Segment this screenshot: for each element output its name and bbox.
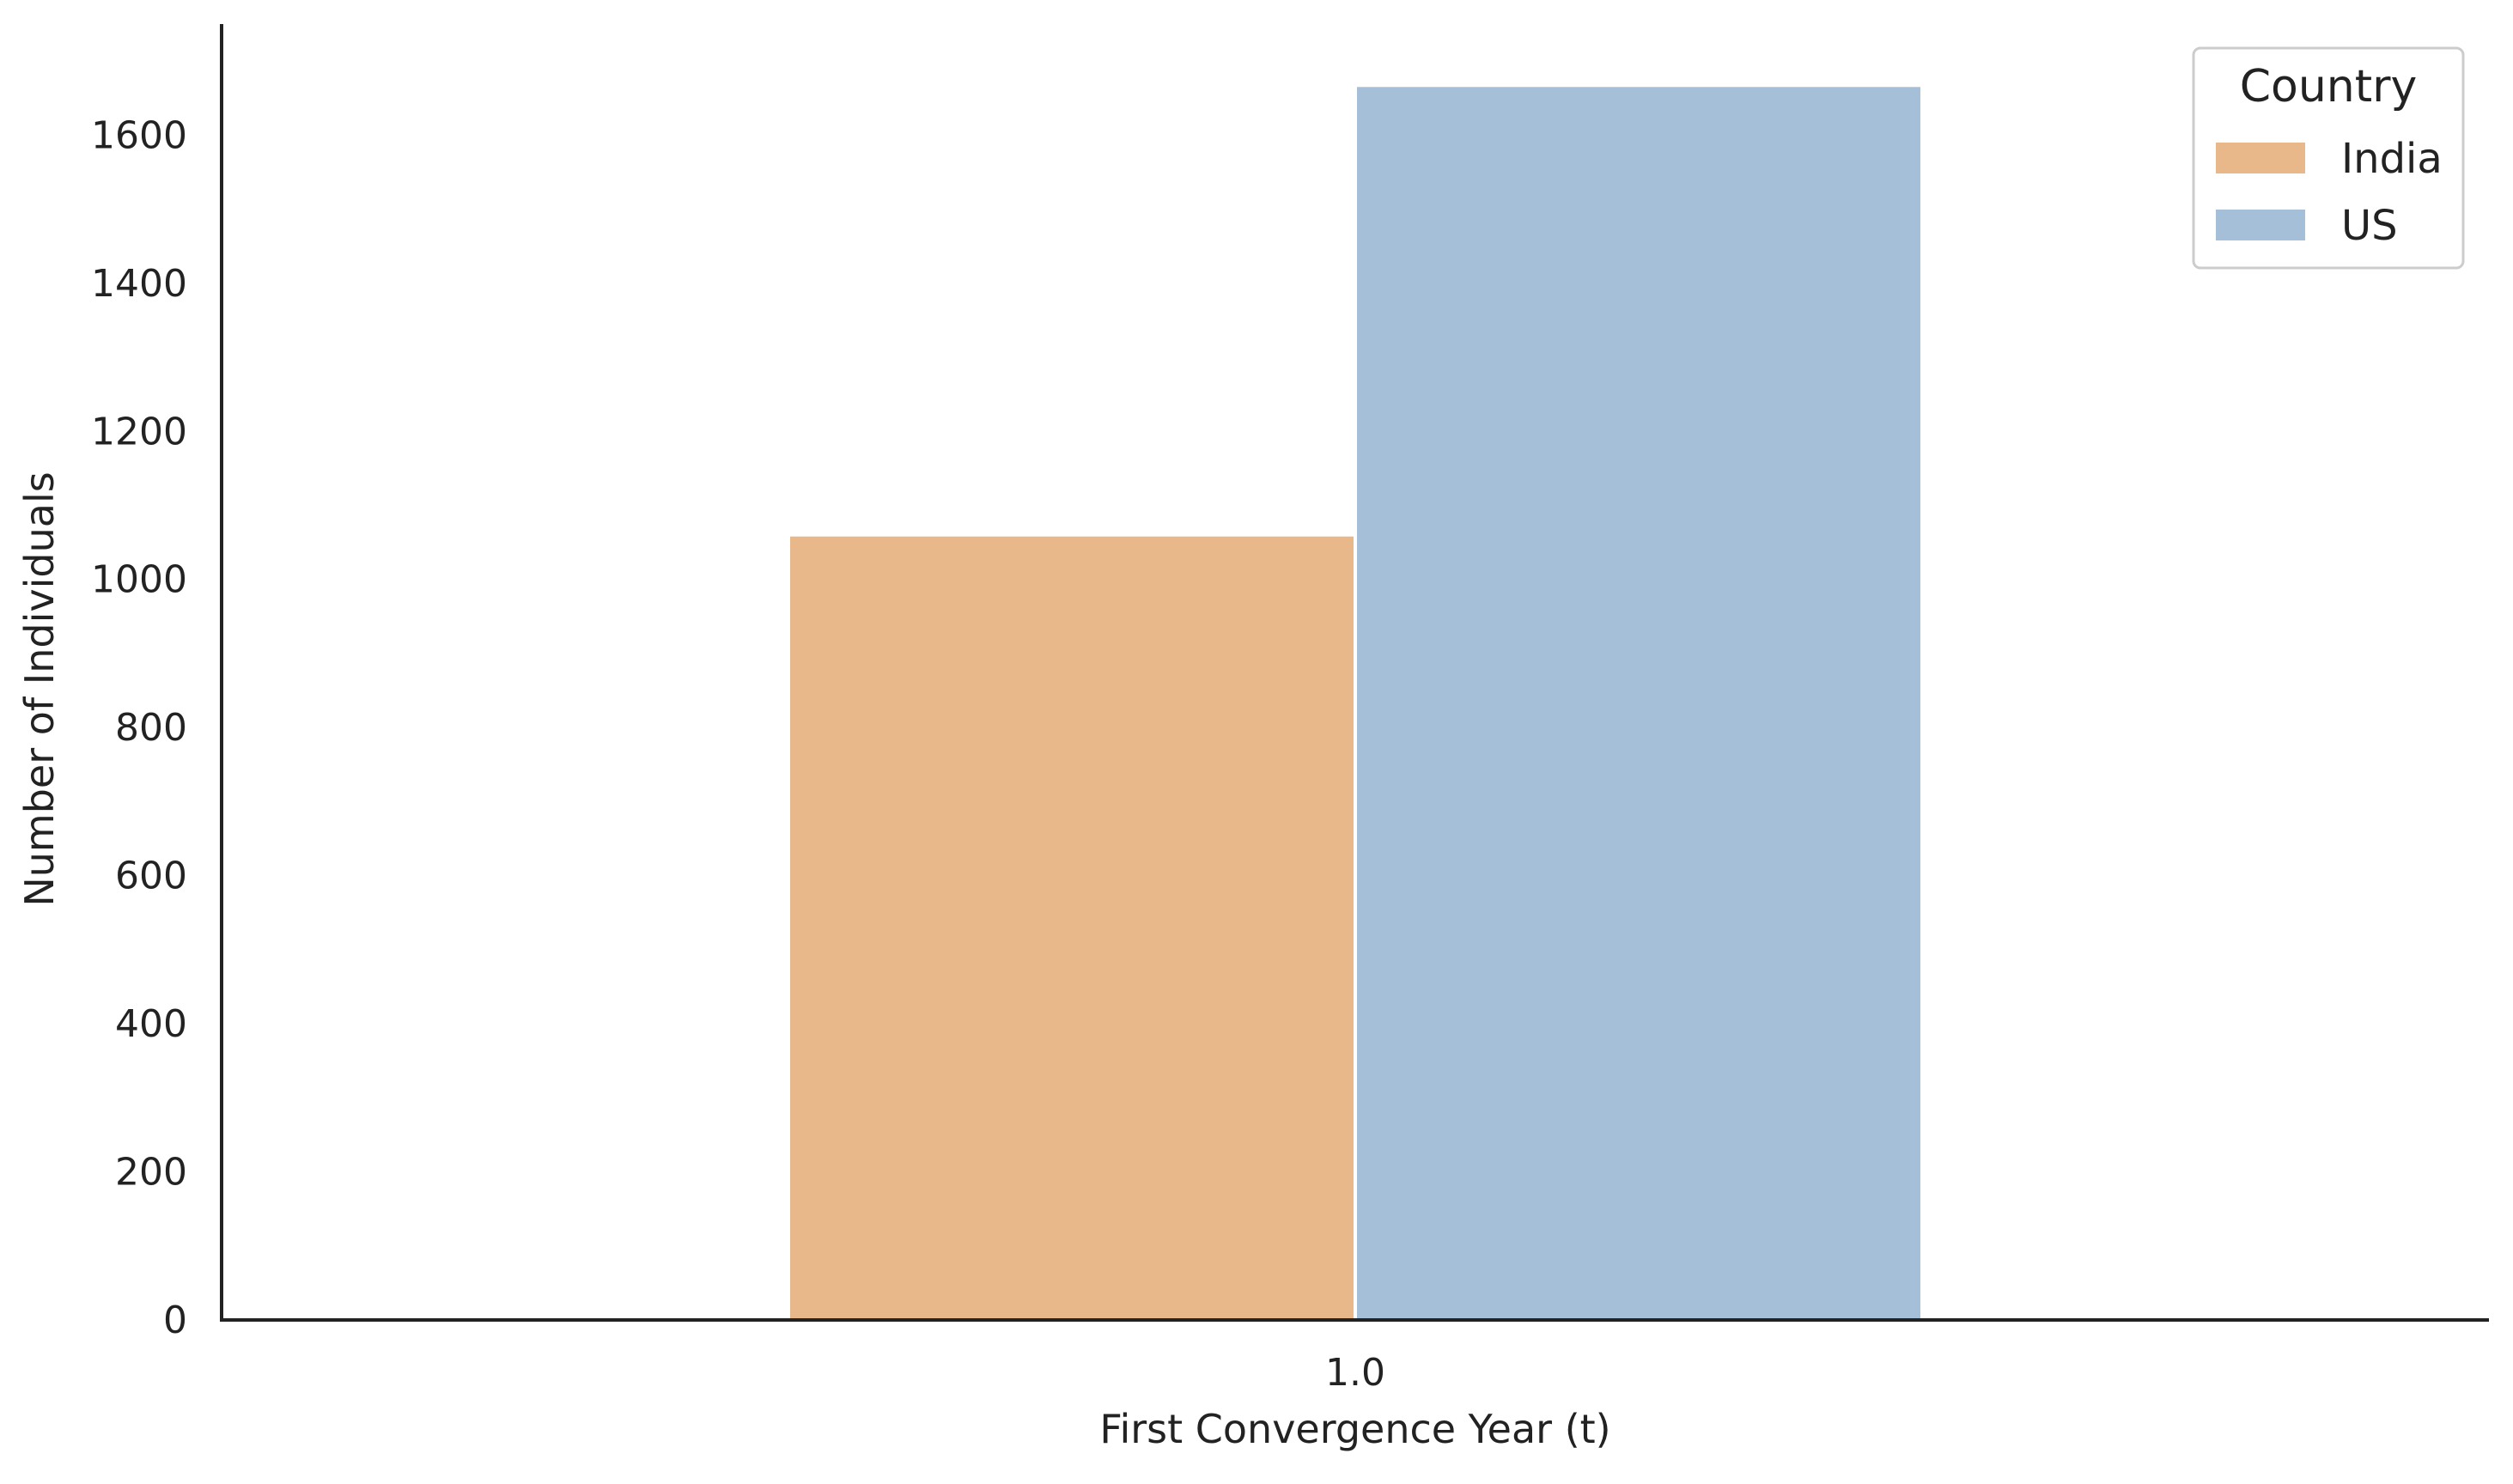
- legend-items: India US: [2216, 135, 2443, 250]
- y-tick-label: 1000: [91, 558, 187, 602]
- y-ticks-layer: 0 200 400 600 800 1000 1200 1400 1600: [91, 113, 187, 1342]
- legend-label-india: India: [2341, 135, 2443, 183]
- legend-title: Country: [2240, 61, 2418, 113]
- y-tick-label: 1600: [91, 113, 187, 157]
- y-tick-label: 0: [163, 1298, 187, 1342]
- legend-swatch-us: [2216, 210, 2305, 240]
- bar-india: [790, 536, 1354, 1320]
- x-ticks-layer: 1.0: [1325, 1351, 1385, 1395]
- y-tick-label: 400: [115, 1002, 187, 1046]
- x-tick-label: 1.0: [1325, 1351, 1385, 1395]
- bars-layer: [790, 87, 1920, 1320]
- x-axis-label: First Convergence Year (t): [1099, 1406, 1610, 1452]
- bar-us: [1357, 87, 1920, 1320]
- y-tick-label: 1400: [91, 262, 187, 306]
- y-tick-label: 800: [115, 706, 187, 750]
- legend-swatch-india: [2216, 143, 2305, 173]
- y-tick-label: 600: [115, 855, 187, 898]
- y-tick-label: 200: [115, 1151, 187, 1195]
- y-axis-label: Number of Individuals: [16, 471, 63, 906]
- legend: Country India US: [2192, 46, 2465, 270]
- legend-label-us: US: [2341, 202, 2398, 250]
- y-tick-label: 1200: [91, 410, 187, 453]
